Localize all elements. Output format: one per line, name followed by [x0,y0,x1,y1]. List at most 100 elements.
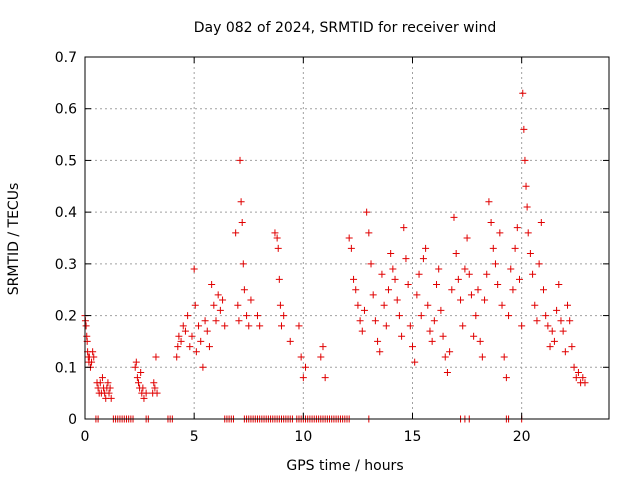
data-point [245,322,253,330]
data-point [319,343,327,351]
data-point [98,374,106,382]
data-point [356,317,364,325]
data-point [389,265,397,273]
data-point [82,322,90,330]
y-tick-label: 0.1 [55,360,77,376]
data-point [276,301,284,309]
data-point [140,394,148,402]
data-point [544,322,552,330]
data-point [376,348,384,356]
data-point [409,343,416,351]
data-point [561,348,569,356]
data-point [555,281,563,289]
data-point [374,337,382,345]
data-point [404,281,412,289]
data-point [415,270,423,278]
data-point [568,343,576,351]
data-point [465,270,473,278]
data-point [203,327,211,335]
data-point [521,156,529,164]
data-point [153,389,161,397]
chart-title: Day 082 of 2024, SRMTID for receiver win… [194,20,497,36]
data-point [574,368,582,376]
data-point [205,343,213,351]
data-point [371,317,379,325]
data-point [395,312,403,320]
data-point [518,322,526,330]
data-point [398,332,406,340]
data-point [350,275,358,283]
data-point [253,312,261,320]
data-point [443,368,451,376]
data-point [234,301,242,309]
data-point [174,343,182,351]
data-point [448,286,456,294]
data-point [104,379,112,387]
data-point [450,213,458,221]
data-point [192,348,200,356]
data-point [150,379,158,387]
data-point [435,265,443,273]
data-point [487,218,495,226]
data-point [286,337,294,345]
x-tick-label: 5 [190,429,199,445]
data-point [513,224,521,232]
data-point [523,203,531,211]
data-point [302,363,310,371]
data-point [424,301,432,309]
data-point [559,327,567,335]
data-point [173,353,181,361]
data-point [533,317,541,325]
data-point [433,281,441,289]
data-point [483,270,491,278]
data-point [239,260,247,268]
data-point [470,332,478,340]
data-point [221,322,229,330]
data-point [278,322,285,330]
data-point [430,317,438,325]
data-point [566,317,574,325]
data-point [378,270,386,278]
data-point [531,301,539,309]
data-point [177,337,185,345]
data-point [579,374,587,382]
data-point [321,374,329,382]
data-point [210,301,218,309]
y-tick-label: 0.7 [55,50,77,66]
x-tick-label: 0 [81,429,90,445]
data-point [360,306,368,314]
data-point [240,286,248,294]
data-point [500,353,508,361]
data-point [273,234,281,242]
data-point [454,275,462,283]
data-point [402,255,410,263]
x-axis-label: GPS time / hours [286,458,403,474]
data-point [400,224,408,232]
data-point [190,265,198,273]
data-point [437,306,445,314]
data-point [439,332,447,340]
data-point [529,270,537,278]
data-point [236,156,244,164]
data-point [216,306,224,314]
data-point [413,291,421,299]
data-point [511,244,519,252]
data-point [485,198,493,206]
data-point [542,312,550,320]
data-point [191,301,199,309]
data-point [354,301,362,309]
data-point [548,327,556,335]
data-point [212,317,220,325]
data-point [457,296,465,304]
data-point [295,322,303,330]
data-point [524,229,532,237]
data-point [297,353,305,361]
data-point [88,358,96,366]
axes [84,56,610,420]
data-point [237,198,245,206]
data-point [476,337,484,345]
data-point [232,229,240,237]
data-point [271,229,279,237]
data-point [387,250,395,258]
x-tick-label: 15 [404,429,422,445]
